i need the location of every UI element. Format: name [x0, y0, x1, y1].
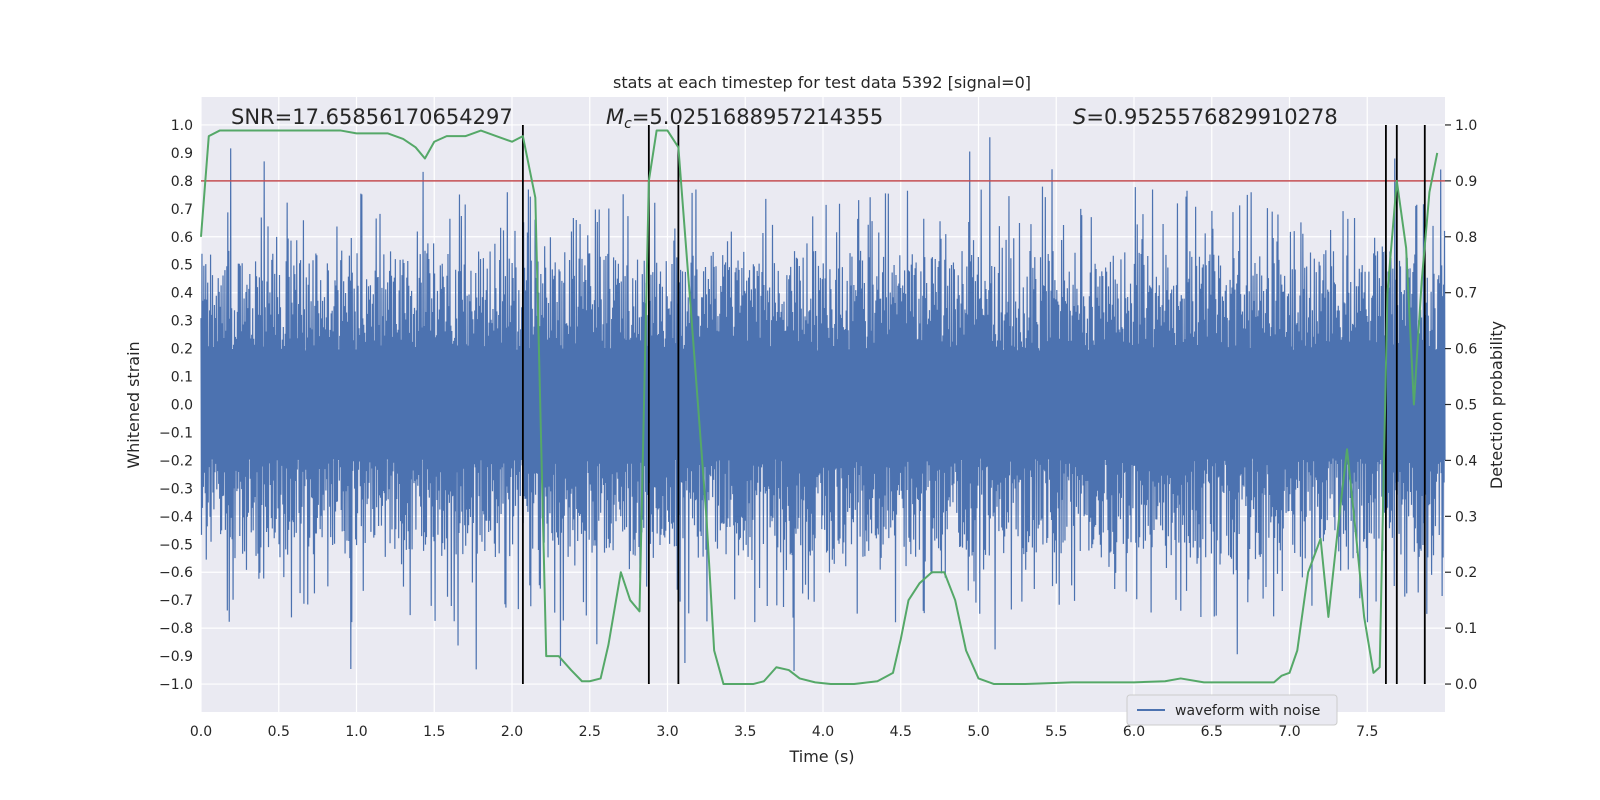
x-tick-label: 7.0 — [1278, 724, 1300, 740]
x-tick-label: 2.0 — [501, 724, 523, 740]
y-tick-label: −0.1 — [159, 425, 193, 441]
x-tick-label: 6.0 — [1123, 724, 1145, 740]
legend-box — [1126, 694, 1338, 726]
y-right-tick-label: 0.7 — [1455, 286, 1477, 302]
x-tick-label: 4.5 — [890, 724, 912, 740]
y-tick-label: 0.0 — [171, 398, 193, 414]
legend: waveform with noise — [1126, 694, 1338, 726]
probability-line — [200, 129, 1439, 686]
y-tick-label: 0.2 — [171, 342, 193, 358]
y-tick-label: 0.4 — [171, 286, 193, 302]
y-tick-label: 1.0 — [171, 118, 193, 134]
mc-value: =5.0251688957214355 — [632, 105, 883, 129]
x-axis-label: Time (s) — [788, 747, 854, 766]
vertical-lines — [521, 124, 1426, 685]
x-axis-ticks: 0.0 0.5 1.0 1.5 2.0 2.5 3.0 3.5 4.0 4.5 5.0 5.5 6.0 6… — [190, 724, 1379, 740]
right-axis-ticks: 0.0 0.1 0.2 0.3 0.4 0.5 0.6 0.7 0.8 0.9 1.0 — [1445, 118, 1477, 693]
x-tick-label: 1.5 — [423, 724, 445, 740]
y-tick-label: −1.0 — [159, 677, 193, 693]
legend-label: waveform with noise — [1175, 703, 1320, 719]
y-right-tick-label: 0.5 — [1455, 398, 1477, 414]
y-tick-label: 0.9 — [171, 146, 193, 162]
y-right-tick-label: 0.1 — [1455, 621, 1477, 637]
y-right-tick-label: 0.2 — [1455, 565, 1477, 581]
waveform-line — [200, 137, 1446, 671]
y-right-tick-label: 0.6 — [1455, 342, 1477, 358]
y-tick-label: 0.5 — [171, 258, 193, 274]
y-right-tick-label: 0.8 — [1455, 230, 1477, 246]
x-tick-label: 7.5 — [1356, 724, 1378, 740]
y-axis-label: Whitened strain — [124, 341, 143, 468]
snr-annotation: SNR=17.65856170654297 — [231, 105, 513, 129]
x-tick-label: 6.5 — [1201, 724, 1223, 740]
y-tick-label: −0.9 — [159, 649, 193, 665]
y-tick-label: −0.2 — [159, 453, 193, 469]
x-tick-label: 4.0 — [812, 724, 834, 740]
y-tick-label: −0.3 — [159, 481, 193, 497]
x-tick-label: 0.0 — [190, 724, 212, 740]
chart-title: stats at each timestep for test data 539… — [613, 73, 1031, 92]
s-annotation: S=0.9525576829910278 — [1073, 105, 1338, 129]
mc-subscript: c — [624, 116, 632, 132]
y-right-tick-label: 0.4 — [1455, 453, 1477, 469]
x-tick-label: 5.0 — [967, 724, 989, 740]
y-tick-label: −0.7 — [159, 593, 193, 609]
y-tick-label: 0.8 — [171, 174, 193, 190]
y-tick-label: 0.7 — [171, 202, 193, 218]
y-tick-label: −0.5 — [159, 537, 193, 553]
x-tick-label: 3.0 — [656, 724, 678, 740]
y-tick-label: 0.1 — [171, 370, 193, 386]
left-axis-ticks: −1.0 −0.9 −0.8 −0.7 −0.6 −0.5 −0.4 −0.3 −0.2 −0.1… — [159, 118, 193, 693]
y-right-tick-label: 1.0 — [1455, 118, 1477, 134]
y-tick-label: 0.6 — [171, 230, 193, 246]
y-tick-label: −0.8 — [159, 621, 193, 637]
y-axis-label-right: Detection probability — [1487, 321, 1506, 489]
probability-series — [200, 129, 1439, 686]
x-tick-label: 0.5 — [268, 724, 290, 740]
waveform-series — [200, 137, 1446, 671]
y-right-tick-label: 0.3 — [1455, 509, 1477, 525]
y-tick-label: 0.3 — [171, 314, 193, 330]
x-tick-label: 3.5 — [734, 724, 756, 740]
y-right-tick-label: 0.9 — [1455, 174, 1477, 190]
s-value: =0.9525576829910278 — [1086, 105, 1337, 129]
mc-symbol: M — [606, 105, 624, 129]
chirp-mass-annotation: Mc=5.0251688957214355 — [606, 105, 883, 132]
y-tick-label: −0.6 — [159, 565, 193, 581]
x-tick-label: 5.5 — [1045, 724, 1067, 740]
x-tick-label: 1.0 — [345, 724, 367, 740]
x-tick-label: 2.5 — [579, 724, 601, 740]
s-symbol: S — [1073, 105, 1086, 129]
y-tick-label: −0.4 — [159, 509, 193, 525]
y-right-tick-label: 0.0 — [1455, 677, 1477, 693]
